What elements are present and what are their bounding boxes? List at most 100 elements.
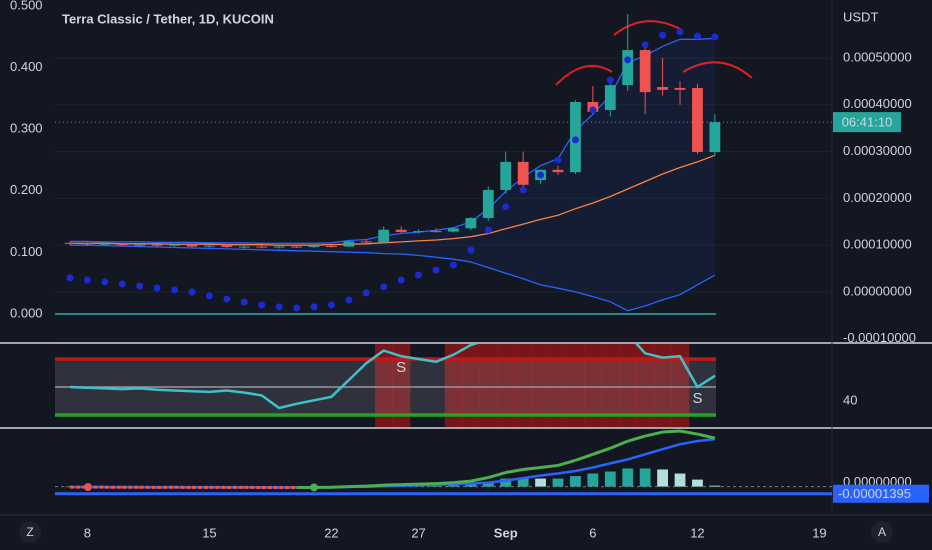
candle-body bbox=[64, 242, 76, 244]
drawing-arcs bbox=[555, 20, 753, 86]
candle-body bbox=[151, 244, 163, 246]
toolbar-label[interactable]: Z bbox=[26, 525, 33, 539]
sar-dot bbox=[449, 261, 457, 269]
sar-dot bbox=[345, 296, 353, 304]
hist-bar bbox=[500, 478, 512, 487]
sar-dot bbox=[171, 286, 179, 294]
x-tick-label: 12 bbox=[690, 525, 704, 540]
overbought-shade bbox=[636, 344, 655, 427]
sar-dot bbox=[240, 298, 248, 306]
sar-dot bbox=[467, 246, 475, 254]
candle-body bbox=[326, 246, 337, 248]
sar-dot bbox=[136, 282, 144, 290]
macd-pane bbox=[55, 429, 832, 492]
macd-segment bbox=[418, 482, 437, 486]
macd-segment bbox=[697, 432, 716, 440]
hist-bar bbox=[604, 471, 616, 487]
overbought-shade bbox=[566, 344, 585, 427]
chart-title: Terra Classic / Tether, 1D, KUCOIN bbox=[62, 11, 274, 26]
candle-body bbox=[395, 229, 407, 233]
y-tick-label: 0.00010000 bbox=[843, 237, 912, 252]
candle-body bbox=[221, 245, 233, 248]
left-tick-label: 0.400 bbox=[10, 59, 43, 74]
candle-body bbox=[99, 243, 111, 245]
left-tick-label: 0.100 bbox=[10, 244, 43, 259]
x-tick-label: 22 bbox=[324, 525, 338, 540]
candle-body bbox=[413, 231, 424, 233]
y-tick-label: 0.00050000 bbox=[843, 49, 912, 64]
x-tick-label: Sep bbox=[494, 525, 518, 540]
price-box bbox=[833, 112, 901, 133]
overbought-shade bbox=[462, 344, 481, 427]
candle-body bbox=[116, 243, 128, 246]
arc bbox=[613, 20, 683, 36]
toolbar-label[interactable]: A bbox=[878, 525, 886, 539]
arc bbox=[555, 64, 613, 86]
macd-segment bbox=[383, 483, 402, 487]
overbought-shade bbox=[444, 344, 463, 427]
macd-segment bbox=[487, 471, 507, 480]
macd-segment bbox=[505, 467, 524, 474]
sar-dot bbox=[310, 303, 318, 311]
candle-body bbox=[500, 161, 512, 190]
y-tick-label: 0.00040000 bbox=[843, 96, 912, 111]
macd-segment bbox=[435, 481, 454, 486]
arc bbox=[682, 61, 753, 79]
candle-body bbox=[186, 244, 198, 247]
toolbar-button[interactable] bbox=[871, 521, 893, 543]
macd-segment bbox=[609, 439, 629, 450]
y-tick-label: 0.00000000 bbox=[843, 283, 912, 298]
y-tick-label: 40 bbox=[843, 392, 857, 407]
candle-body bbox=[169, 244, 180, 246]
hist-bar bbox=[517, 478, 529, 487]
macd-segment bbox=[627, 434, 646, 443]
level-box bbox=[833, 484, 929, 503]
indicator-line bbox=[70, 154, 716, 246]
sar-dot bbox=[641, 41, 649, 49]
candle-body bbox=[517, 161, 529, 185]
hist-bar bbox=[622, 468, 634, 487]
sar-dot bbox=[380, 283, 388, 291]
hist-bar bbox=[465, 484, 477, 487]
candle-body bbox=[657, 87, 668, 90]
sar-dot bbox=[484, 226, 492, 234]
overbought-shade bbox=[549, 344, 568, 427]
hist-bar bbox=[482, 481, 494, 487]
sar-dot bbox=[223, 295, 231, 303]
macd-segment bbox=[574, 452, 594, 462]
macd-segment bbox=[592, 446, 611, 456]
candle-body bbox=[482, 189, 494, 219]
signal-label: S bbox=[692, 390, 702, 407]
y-tick-label: -0.00010000 bbox=[843, 330, 916, 345]
candle-body bbox=[378, 229, 390, 243]
left-tick-label: 0.500 bbox=[10, 0, 43, 12]
candle-body bbox=[709, 122, 721, 153]
macd-segment bbox=[331, 485, 349, 489]
price-pane bbox=[55, 14, 832, 340]
indicator-line bbox=[70, 244, 716, 312]
macd-segment bbox=[540, 463, 559, 469]
candle-body bbox=[308, 246, 320, 248]
hist-bar bbox=[587, 473, 599, 487]
x-tick-label: 27 bbox=[411, 525, 425, 540]
rsi-pane: SS bbox=[55, 344, 716, 427]
candle-body bbox=[465, 218, 477, 229]
candle-body bbox=[552, 169, 564, 173]
y-tick-label: 0.00030000 bbox=[843, 143, 912, 158]
hist-bar bbox=[448, 485, 459, 487]
hist-bar bbox=[692, 479, 703, 487]
candle-body bbox=[273, 246, 285, 248]
sar-dot bbox=[327, 301, 335, 309]
x-tick-label: 19 bbox=[812, 525, 826, 540]
sar-dot bbox=[362, 289, 370, 297]
countdown: 06:41:10 bbox=[842, 115, 893, 130]
candle-body bbox=[360, 241, 372, 243]
macd-segment bbox=[679, 429, 698, 436]
macd-segment bbox=[401, 482, 419, 487]
hist-bar bbox=[639, 468, 651, 487]
macd-segment bbox=[557, 458, 576, 467]
macd-segment bbox=[662, 429, 681, 434]
x-tick-label: 15 bbox=[202, 525, 216, 540]
macd-segment bbox=[522, 465, 541, 471]
toolbar-button[interactable] bbox=[19, 521, 41, 543]
